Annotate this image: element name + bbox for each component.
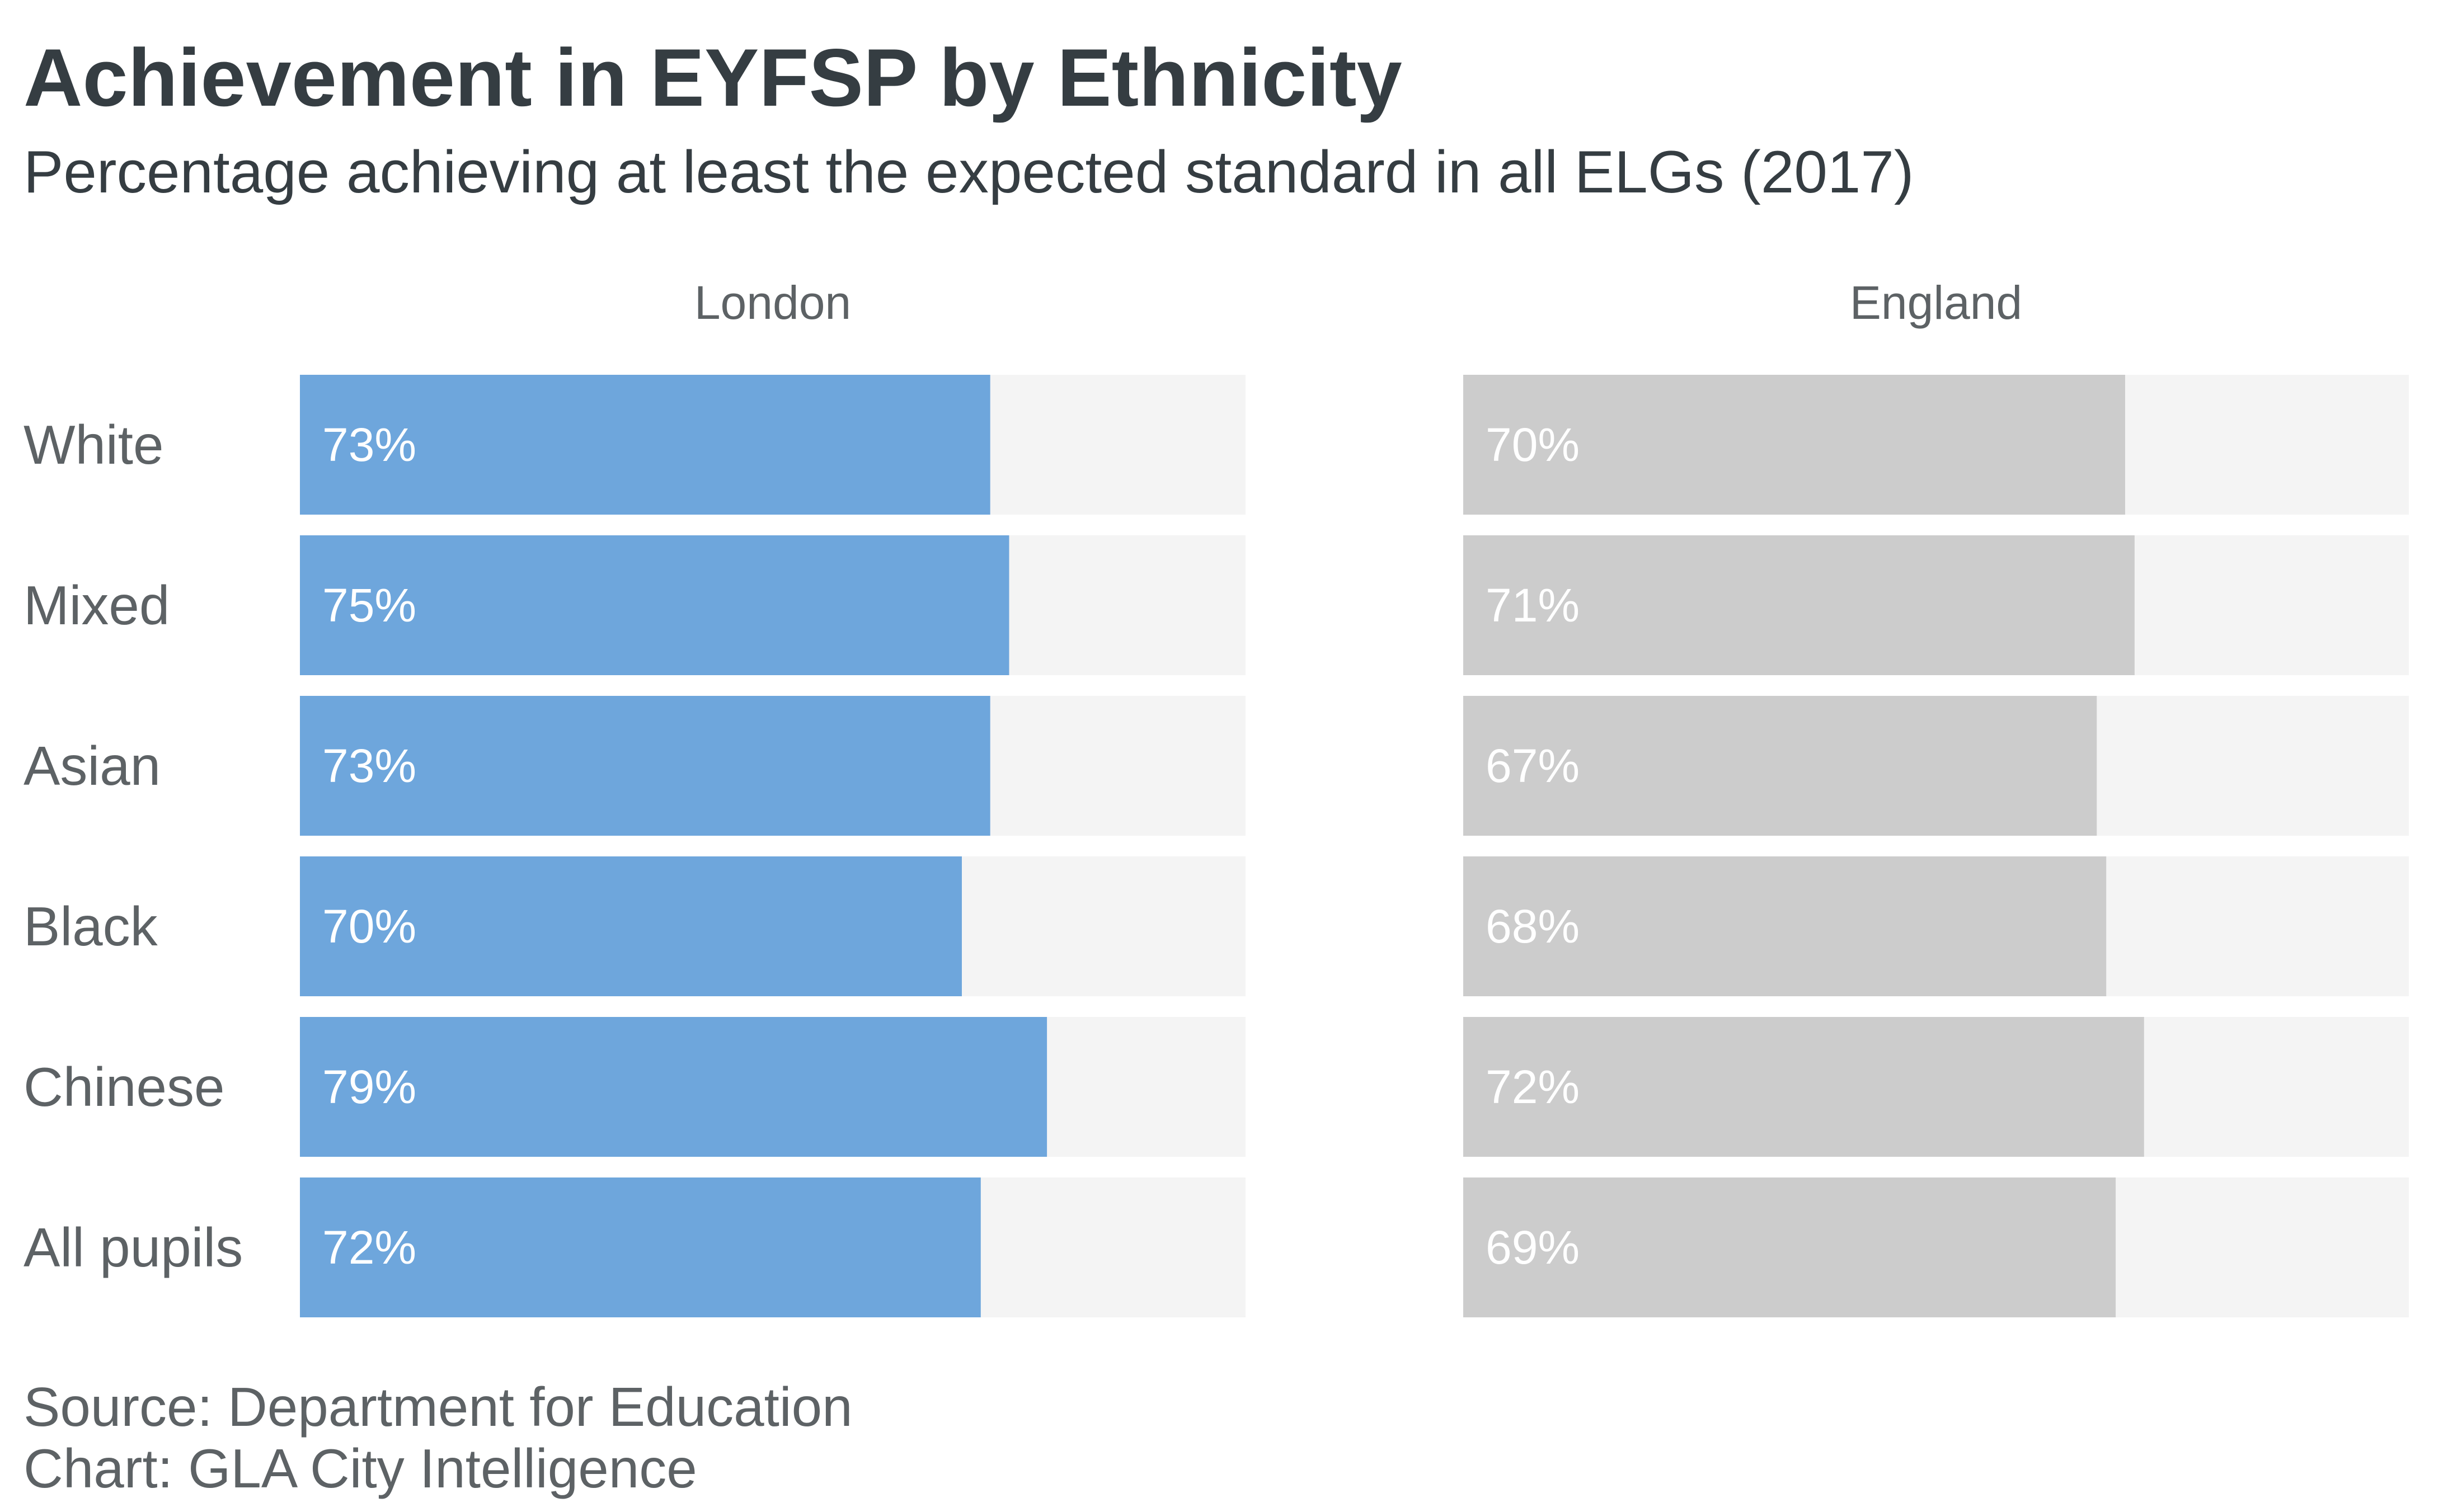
data-label: 75%	[322, 579, 416, 632]
bar-england	[1463, 1017, 2144, 1157]
bar-england	[1463, 856, 2107, 996]
panel-title-london: London	[694, 276, 851, 329]
bar-london	[300, 375, 990, 515]
data-label: 70%	[322, 900, 416, 953]
bar-london	[300, 1017, 1047, 1157]
category-label: All pupils	[24, 1217, 243, 1278]
source-line: Source: Department for Education	[24, 1376, 853, 1438]
data-label: 72%	[322, 1221, 416, 1274]
bar-england	[1463, 375, 2125, 515]
bar-england	[1463, 696, 2097, 836]
data-label: 72%	[1486, 1061, 1580, 1113]
credit-line: Chart: GLA City Intelligence	[24, 1438, 697, 1499]
category-label: Chinese	[24, 1056, 225, 1118]
category-label: Asian	[24, 735, 161, 797]
bar-london	[300, 696, 990, 836]
bar-england	[1463, 535, 2135, 675]
panel-title-england: England	[1850, 276, 2022, 329]
data-label: 71%	[1486, 579, 1580, 632]
bar-london	[300, 1177, 981, 1317]
data-label: 68%	[1486, 900, 1580, 953]
data-label: 70%	[1486, 418, 1580, 471]
data-label: 67%	[1486, 739, 1580, 792]
data-label: 73%	[322, 418, 416, 471]
bar-london	[300, 856, 962, 996]
category-label: Black	[24, 896, 158, 957]
data-label: 69%	[1486, 1221, 1580, 1274]
source-note: Source: Department for Education Chart: …	[24, 1376, 853, 1499]
data-label: 79%	[322, 1061, 416, 1113]
chart-title: Achievement in EYFSP by Ethnicity	[24, 32, 1402, 123]
bar-england	[1463, 1177, 2116, 1317]
category-label: White	[24, 414, 164, 475]
category-label: Mixed	[24, 574, 170, 636]
data-label: 73%	[322, 739, 416, 792]
bar-london	[300, 535, 1009, 675]
chart-subtitle: Percentage achieving at least the expect…	[24, 138, 1914, 205]
